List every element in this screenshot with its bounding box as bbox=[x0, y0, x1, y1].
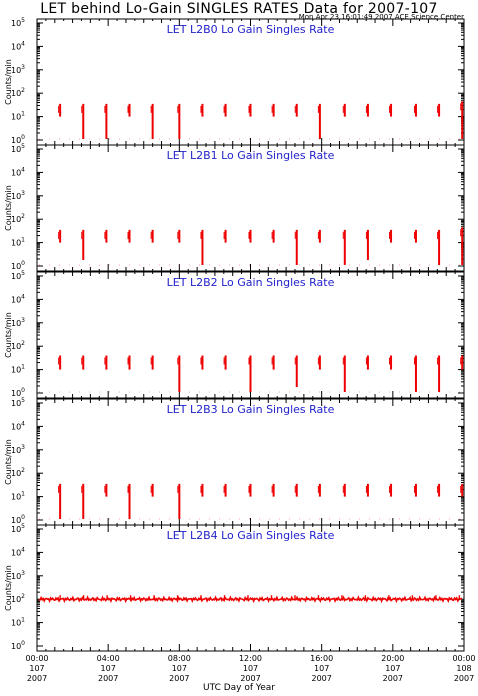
y-tick-label: 103 bbox=[11, 317, 25, 328]
x-tick-label: 107 bbox=[172, 664, 187, 673]
y-tick-label: 101 bbox=[11, 111, 25, 122]
panel-title: LET L2B4 Lo Gain Singles Rate bbox=[167, 529, 335, 542]
x-axis-label: UTC Day of Year bbox=[203, 683, 275, 693]
x-tick-label: 2007 bbox=[169, 674, 189, 683]
x-tick-label: 2007 bbox=[311, 674, 331, 683]
panel-title: LET L2B1 Lo Gain Singles Rate bbox=[167, 149, 335, 162]
series-line bbox=[38, 595, 463, 604]
x-tick-label: 12:00 bbox=[239, 654, 262, 663]
y-axis-label: Counts/min bbox=[4, 565, 13, 611]
y-tick-label: 104 bbox=[11, 166, 25, 177]
y-tick-label: 101 bbox=[11, 617, 25, 628]
y-tick-label: 104 bbox=[11, 40, 25, 51]
x-tick-label: 2007 bbox=[454, 674, 474, 683]
panel-frame bbox=[36, 18, 465, 146]
x-tick-label: 107 bbox=[385, 664, 400, 673]
chart-title: LET behind Lo-Gain SINGLES RATES Data fo… bbox=[40, 1, 438, 17]
x-tick-label: 08:00 bbox=[168, 654, 191, 663]
y-tick-label: 102 bbox=[11, 213, 25, 224]
panel-frame bbox=[36, 144, 465, 272]
y-tick-label: 102 bbox=[11, 593, 25, 604]
y-tick-label: 100 bbox=[11, 134, 25, 145]
y-tick-label: 102 bbox=[11, 467, 25, 478]
y-tick-label: 103 bbox=[11, 190, 25, 201]
y-tick-label: 104 bbox=[11, 293, 25, 304]
y-tick-label: 105 bbox=[11, 397, 25, 408]
y-axis-label: Counts/min bbox=[4, 439, 13, 485]
y-axis-label: Counts/min bbox=[4, 59, 13, 105]
y-tick-label: 100 bbox=[11, 387, 25, 398]
y-tick-label: 100 bbox=[11, 514, 25, 525]
y-tick-label: 102 bbox=[11, 340, 25, 351]
y-axis-label: Counts/min bbox=[4, 312, 13, 358]
y-tick-label: 101 bbox=[11, 364, 25, 375]
x-tick-label: 00:00 bbox=[452, 654, 475, 663]
y-tick-label: 103 bbox=[11, 444, 25, 455]
x-tick-label: 04:00 bbox=[97, 654, 120, 663]
y-tick-label: 104 bbox=[11, 546, 25, 557]
y-tick-label: 105 bbox=[11, 523, 25, 534]
x-tick-label: 2007 bbox=[27, 674, 47, 683]
y-tick-label: 105 bbox=[11, 17, 25, 28]
y-tick-label: 103 bbox=[11, 570, 25, 581]
x-tick-label: 20:00 bbox=[381, 654, 404, 663]
panel-title: LET L2B0 Lo Gain Singles Rate bbox=[167, 23, 335, 36]
x-tick-label: 108 bbox=[456, 664, 471, 673]
y-tick-label: 102 bbox=[11, 87, 25, 98]
x-tick-label: 107 bbox=[101, 664, 116, 673]
y-tick-label: 100 bbox=[11, 640, 25, 651]
panel-title: LET L2B3 Lo Gain Singles Rate bbox=[167, 403, 335, 416]
x-tick-label: 2007 bbox=[383, 674, 403, 683]
y-tick-label: 105 bbox=[11, 143, 25, 154]
y-tick-label: 105 bbox=[11, 270, 25, 281]
panel-frame bbox=[36, 398, 465, 526]
x-tick-label: 00:00 bbox=[25, 654, 48, 663]
y-axis-label: Counts/min bbox=[4, 185, 13, 231]
y-tick-label: 100 bbox=[11, 260, 25, 271]
y-tick-label: 101 bbox=[11, 237, 25, 248]
y-tick-label: 104 bbox=[11, 420, 25, 431]
panel-title: LET L2B2 Lo Gain Singles Rate bbox=[167, 276, 335, 289]
x-tick-label: 107 bbox=[29, 664, 44, 673]
x-tick-label: 107 bbox=[314, 664, 329, 673]
panel-frame bbox=[36, 524, 465, 652]
x-tick-label: 107 bbox=[243, 664, 258, 673]
y-tick-label: 101 bbox=[11, 491, 25, 502]
y-tick-label: 103 bbox=[11, 64, 25, 75]
x-tick-label: 16:00 bbox=[310, 654, 333, 663]
x-tick-label: 2007 bbox=[240, 674, 260, 683]
x-tick-label: 2007 bbox=[98, 674, 118, 683]
chart-timestamp: Mon Apr 23 16:01:49 2007 ACE Science Cen… bbox=[298, 13, 464, 21]
